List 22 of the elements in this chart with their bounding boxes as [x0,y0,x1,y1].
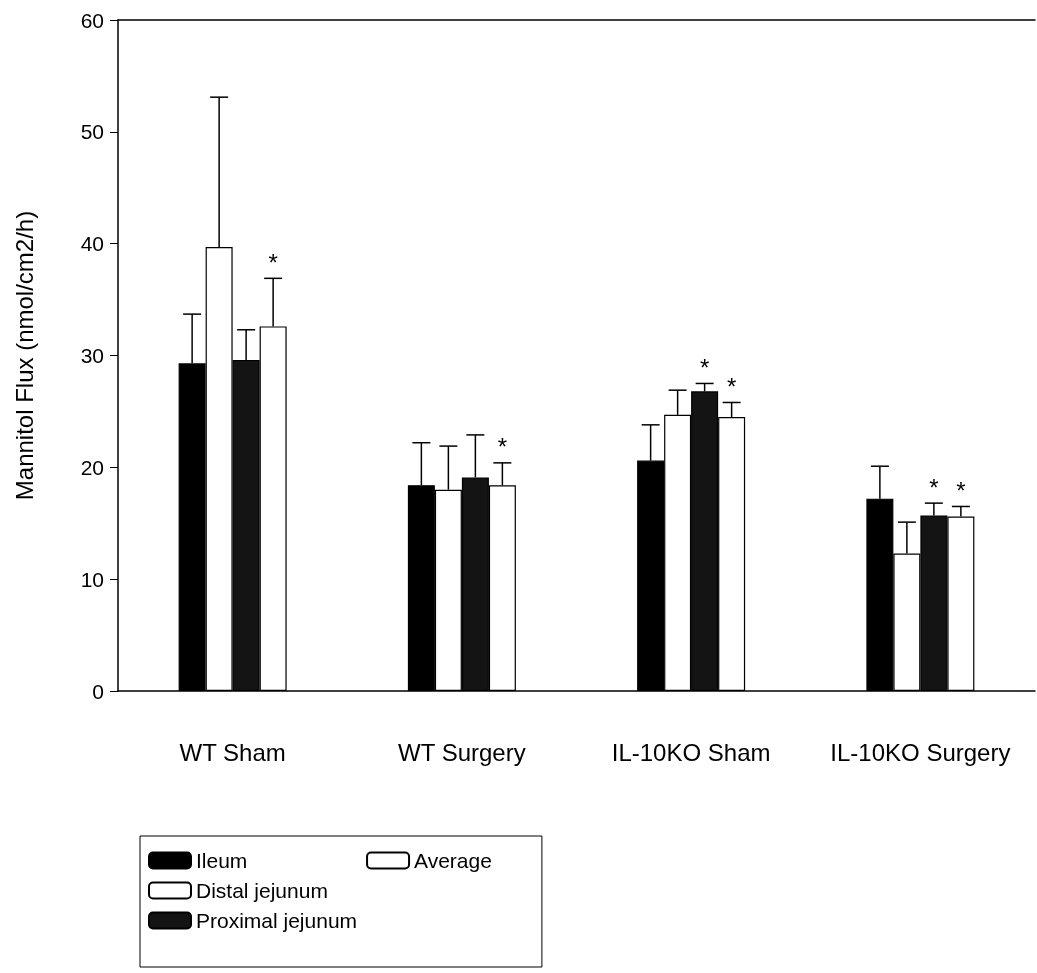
y-tick-label: 30 [80,344,104,367]
data-label: * [268,248,278,276]
legend-label: Average [414,849,492,872]
legend-label: Ileum [196,849,248,872]
y-tick-label: 50 [80,120,104,144]
data-label: * [929,473,939,501]
legend-label: Proximal jejunum [196,909,358,932]
data-label: * [497,433,508,461]
y-tick-label: 60 [80,8,104,32]
x-tick-label: WT Surgery [398,738,526,766]
x-tick-label: WT Sham [179,738,286,766]
x-tick-label: IL-10KO Surgery [830,738,1011,766]
y-tick-label: 40 [80,232,104,256]
data-label: * [956,476,966,504]
legend-label: Distal jejunum [196,879,328,902]
y-tick-label: 20 [80,455,104,479]
y-tick-label: 10 [80,567,104,591]
y-tick-label: 0 [92,679,104,703]
data-label: * [699,353,710,381]
y-axis-title: Mannitol Flux (nmol/cm2/h) [10,210,38,501]
data-label: * [726,372,737,400]
x-tick-label: IL-10KO Sham [611,738,771,766]
